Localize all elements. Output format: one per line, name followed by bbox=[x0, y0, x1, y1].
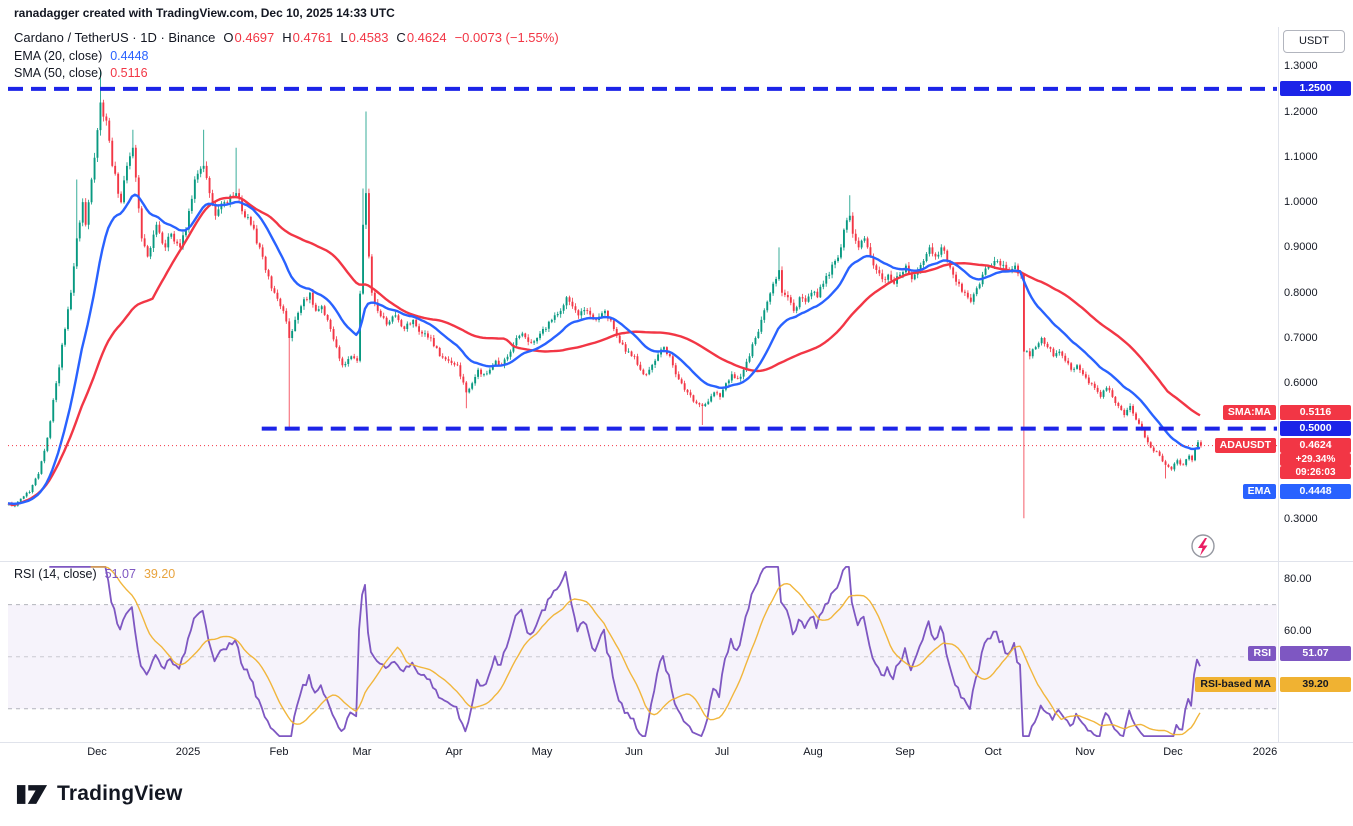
high-value: 0.4761 bbox=[292, 30, 333, 45]
low-label: L bbox=[340, 30, 348, 45]
ema-indicator-row[interactable]: EMA (20, close) 0.4448 bbox=[14, 49, 148, 63]
candle-wicks-down bbox=[11, 99, 1202, 519]
rsi-indicator-row[interactable]: RSI (14, close) 51.07 39.20 bbox=[14, 567, 175, 581]
sma-line bbox=[7, 195, 1201, 507]
candle-bodies-down bbox=[11, 102, 1202, 506]
ema-label: EMA (20, close) bbox=[14, 49, 103, 63]
rsi-line bbox=[49, 566, 1201, 737]
ohlc-open: O 0.4697 bbox=[223, 30, 274, 45]
rsi-ma-value: 39.20 bbox=[143, 567, 176, 581]
ema-line bbox=[7, 193, 1201, 505]
attribution-text: ranadagger created with TradingView.com,… bbox=[14, 6, 395, 20]
rsi-ma-line bbox=[90, 566, 1201, 736]
sma-value: 0.5116 bbox=[110, 66, 148, 80]
rsi-value: 51.07 bbox=[104, 567, 136, 581]
low-value: 0.4583 bbox=[348, 30, 389, 45]
ema-value: 0.4448 bbox=[110, 49, 149, 63]
tradingview-wordmark: TradingView bbox=[57, 782, 183, 805]
open-value: 0.4697 bbox=[234, 30, 275, 45]
symbol-title[interactable]: Cardano / TetherUS · 1D · Binance bbox=[14, 30, 216, 45]
open-label: O bbox=[223, 30, 234, 45]
tradingview-brand[interactable]: TradingView bbox=[16, 782, 183, 806]
ohlc-close: C 0.4624 bbox=[396, 30, 446, 45]
close-value: 0.4624 bbox=[406, 30, 447, 45]
rsi-label: RSI (14, close) bbox=[14, 567, 97, 581]
change-value: −0.0073 (−1.55%) bbox=[454, 30, 559, 45]
close-label: C bbox=[396, 30, 406, 45]
ohlc-high: H 0.4761 bbox=[282, 30, 332, 45]
sma-label: SMA (50, close) bbox=[14, 66, 103, 80]
currency-axis-button[interactable]: USDT bbox=[1283, 30, 1345, 53]
symbol-legend-row[interactable]: Cardano / TetherUS · 1D · Binance O 0.469… bbox=[14, 30, 559, 45]
ohlc-low: L 0.4583 bbox=[340, 30, 388, 45]
flash-icon[interactable] bbox=[1191, 534, 1215, 558]
high-label: H bbox=[282, 30, 292, 45]
sma-indicator-row[interactable]: SMA (50, close) 0.5116 bbox=[14, 66, 148, 80]
candle-wicks-up bbox=[8, 70, 1199, 508]
tradingview-logo-icon bbox=[16, 784, 48, 804]
rsi-band bbox=[8, 604, 1277, 709]
